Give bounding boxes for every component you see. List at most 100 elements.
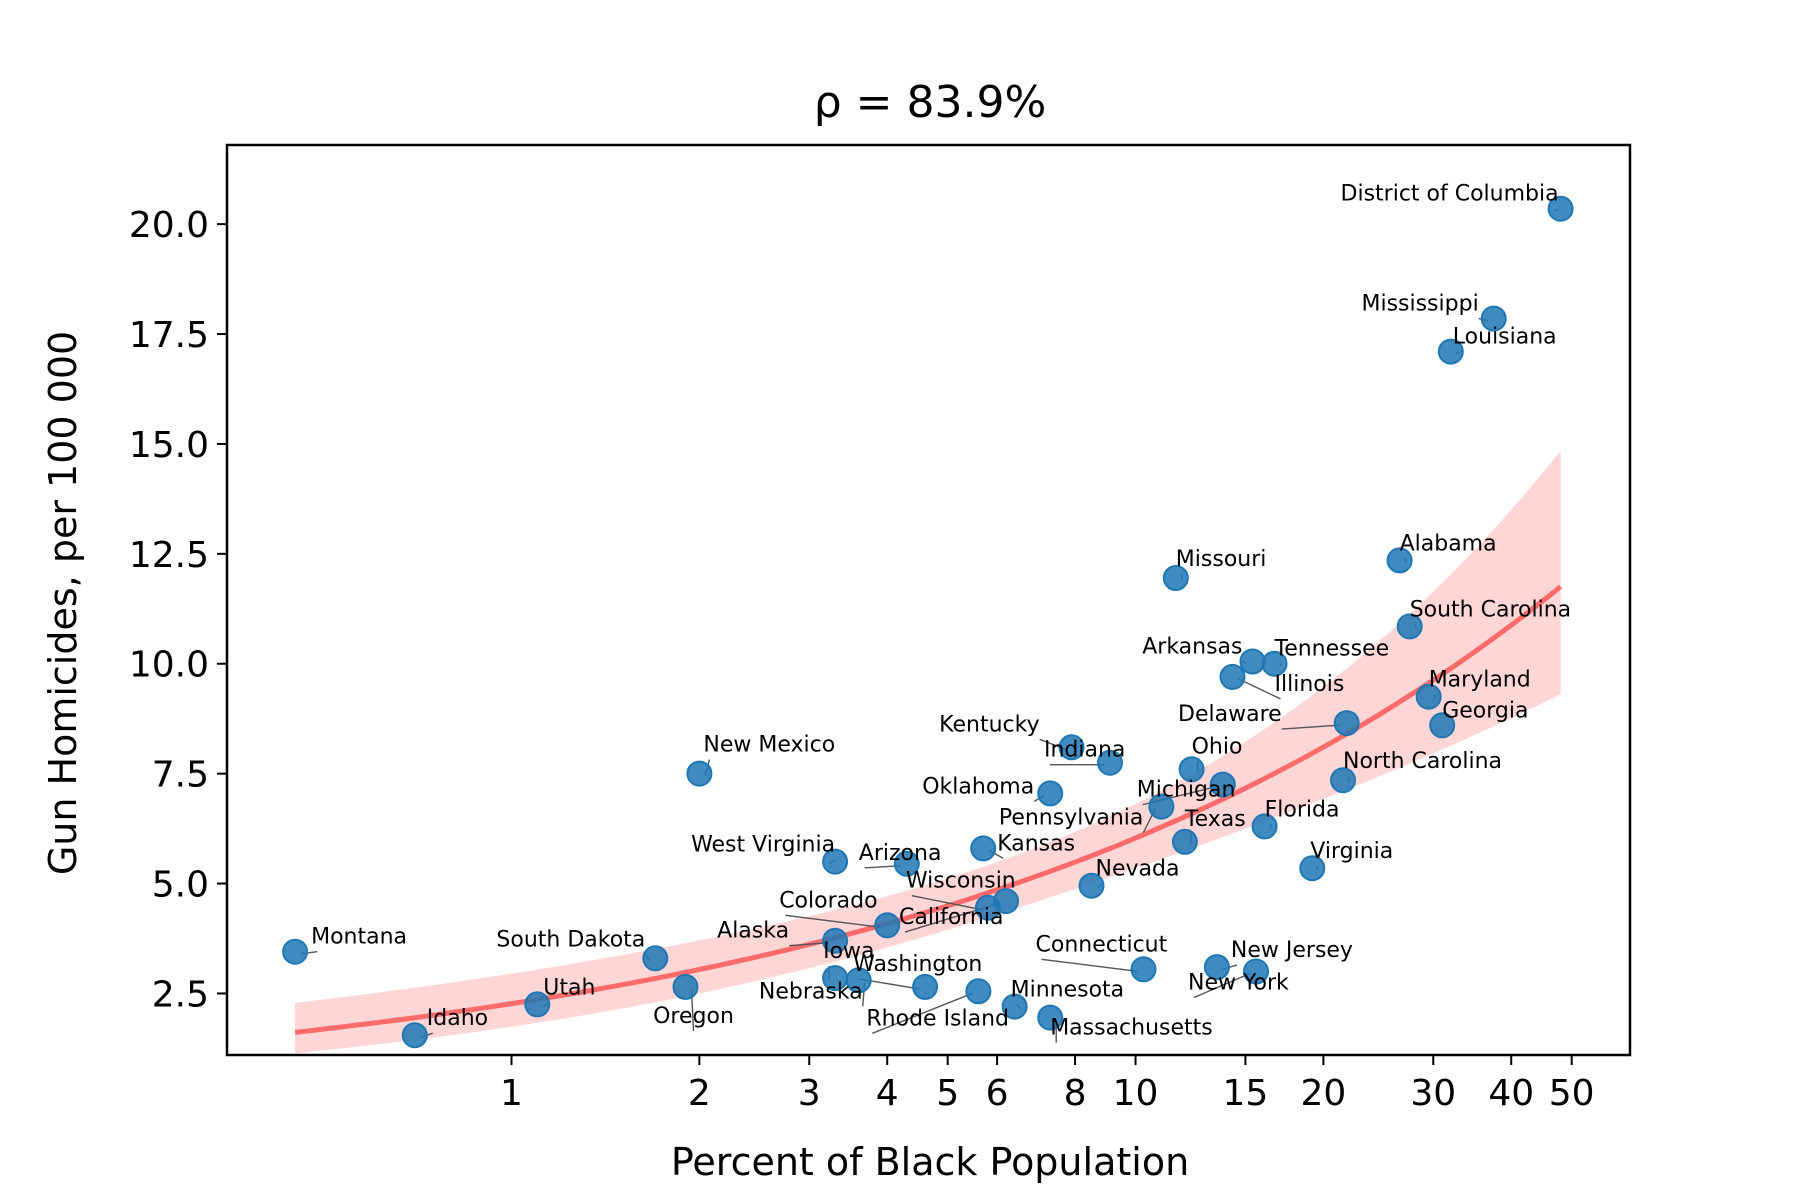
point-west-virginia bbox=[822, 848, 849, 875]
point-delaware bbox=[1333, 710, 1360, 737]
y-axis-label: Gun Homicides, per 100 000 bbox=[41, 331, 85, 875]
label-new-jersey: New Jersey bbox=[1231, 938, 1353, 963]
point-kentucky bbox=[1058, 734, 1085, 761]
label-wisconsin: Wisconsin bbox=[906, 869, 1016, 894]
label-louisiana: Louisiana bbox=[1453, 325, 1557, 350]
point-indiana bbox=[1097, 749, 1123, 776]
point-arizona bbox=[893, 850, 920, 877]
label-pennsylvania: Pennsylvania bbox=[999, 806, 1144, 831]
chart-title: ρ = 83.9% bbox=[814, 77, 1047, 128]
point-california bbox=[993, 888, 1019, 915]
x-tick-layer: 1 2 3 4 5 6 8 10 15 20 30 40 50 bbox=[500, 1055, 1595, 1114]
confidence-band-layer bbox=[295, 450, 1561, 1054]
point-district-of-columbia bbox=[1547, 195, 1574, 222]
x-tick-label: 3 bbox=[798, 1073, 821, 1114]
point-montana bbox=[282, 938, 309, 965]
y-tick-layer: 2.5 5.0 7.5 10.0 12.5 15.0 17.5 20.0 bbox=[129, 205, 227, 1015]
label-florida: Florida bbox=[1265, 797, 1340, 822]
y-tick-label: 2.5 bbox=[152, 974, 209, 1015]
point-illinois bbox=[1219, 663, 1246, 690]
label-connecticut: Connecticut bbox=[1036, 932, 1168, 957]
y-tick-label: 12.5 bbox=[129, 535, 209, 576]
point-label-layer: Montana Idaho Utah South Dakota Oregon New Me… bbox=[311, 182, 1571, 1041]
label-indiana: Indiana bbox=[1044, 738, 1125, 763]
label-south-carolina: South Carolina bbox=[1410, 597, 1571, 622]
connector-illinois bbox=[1238, 678, 1281, 700]
label-kentucky: Kentucky bbox=[939, 712, 1039, 737]
point-tennessee bbox=[1261, 650, 1288, 677]
point-massachusetts bbox=[1037, 1004, 1064, 1031]
point-virginia bbox=[1299, 855, 1326, 882]
label-delaware: Delaware bbox=[1178, 702, 1282, 727]
plot-frame bbox=[225, 143, 1632, 1057]
point-michigan bbox=[1209, 771, 1236, 798]
point-arkansas bbox=[1239, 648, 1266, 675]
point-georgia bbox=[1429, 712, 1456, 739]
y-tick-label: 5.0 bbox=[152, 865, 209, 906]
label-nebraska: Nebraska bbox=[759, 979, 863, 1004]
label-iowa: Iowa bbox=[823, 939, 874, 964]
x-tick-label: 2 bbox=[688, 1073, 711, 1114]
y-tick-label: 7.5 bbox=[152, 755, 209, 796]
x-tick-label: 40 bbox=[1488, 1073, 1534, 1114]
connector-wisconsin bbox=[911, 895, 983, 911]
point-utah bbox=[524, 991, 551, 1018]
label-north-carolina: North Carolina bbox=[1343, 749, 1502, 774]
y-tick-label: 10.0 bbox=[129, 645, 209, 686]
point-rhode-island bbox=[965, 978, 992, 1005]
label-mississippi: Mississippi bbox=[1361, 292, 1478, 317]
label-utah: Utah bbox=[543, 975, 595, 1000]
point-kansas bbox=[970, 835, 997, 862]
label-idaho: Idaho bbox=[427, 1006, 488, 1031]
label-new-mexico: New Mexico bbox=[703, 733, 835, 758]
label-nevada: Nevada bbox=[1096, 857, 1180, 882]
connector-rhode-island bbox=[872, 992, 973, 1034]
point-texas bbox=[1171, 828, 1198, 855]
label-rhode-island: Rhode Island bbox=[866, 1006, 1009, 1031]
label-district-of-columbia: District of Columbia bbox=[1341, 182, 1559, 207]
y-tick-label: 20.0 bbox=[129, 205, 209, 246]
label-virginia: Virginia bbox=[1310, 839, 1393, 864]
y-tick-label: 17.5 bbox=[129, 315, 209, 356]
label-south-dakota: South Dakota bbox=[496, 927, 645, 952]
label-oregon: Oregon bbox=[653, 1004, 734, 1029]
label-michigan: Michigan bbox=[1137, 778, 1236, 803]
x-tick-label: 8 bbox=[1064, 1073, 1087, 1114]
x-axis-label: Percent of Black Population bbox=[671, 1140, 1189, 1184]
point-oregon bbox=[672, 973, 699, 1000]
x-tick-label: 5 bbox=[936, 1073, 959, 1114]
label-maryland: Maryland bbox=[1429, 668, 1531, 693]
label-california: California bbox=[899, 905, 1003, 930]
point-alaska bbox=[822, 927, 849, 954]
point-minnesota bbox=[1001, 993, 1028, 1020]
label-arizona: Arizona bbox=[859, 841, 942, 866]
x-tick-label: 4 bbox=[876, 1073, 899, 1114]
point-pennsylvania bbox=[1148, 793, 1175, 820]
label-massachusetts: Massachusetts bbox=[1050, 1016, 1213, 1041]
connector-colorado bbox=[785, 914, 882, 928]
connector-new-york bbox=[1193, 972, 1251, 999]
point-alabama bbox=[1386, 547, 1413, 574]
point-north-carolina bbox=[1330, 767, 1356, 794]
connector-connecticut bbox=[1041, 958, 1138, 972]
label-alabama: Alabama bbox=[1400, 531, 1497, 556]
point-oklahoma bbox=[1037, 780, 1064, 807]
point-south-carolina bbox=[1396, 613, 1423, 640]
point-connecticut bbox=[1130, 956, 1157, 983]
label-washington: Washington bbox=[853, 952, 982, 977]
point-florida bbox=[1251, 813, 1278, 840]
point-south-dakota bbox=[642, 945, 669, 972]
label-arkansas: Arkansas bbox=[1142, 635, 1242, 660]
label-alaska: Alaska bbox=[717, 919, 789, 944]
point-missouri bbox=[1162, 565, 1189, 591]
point-new-jersey bbox=[1203, 954, 1230, 981]
x-tick-label: 50 bbox=[1549, 1073, 1595, 1114]
label-tennessee: Tennessee bbox=[1274, 637, 1390, 662]
point-nevada bbox=[1078, 872, 1105, 899]
point-nebraska bbox=[845, 967, 872, 994]
x-tick-label: 10 bbox=[1113, 1073, 1159, 1114]
label-kansas: Kansas bbox=[997, 831, 1075, 856]
label-oklahoma: Oklahoma bbox=[922, 774, 1034, 799]
